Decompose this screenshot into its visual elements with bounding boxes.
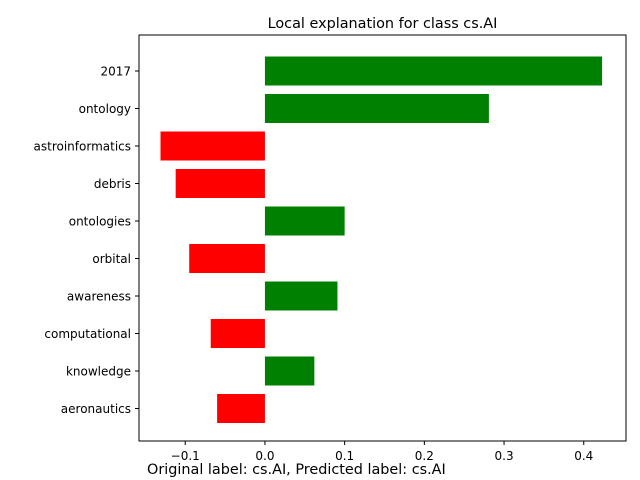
y-tick-label: aeronautics <box>61 402 131 416</box>
x-tick-label: 0.0 <box>255 449 274 463</box>
plot-frame <box>138 34 627 442</box>
bars-group <box>160 56 603 423</box>
bar-aeronautics <box>217 394 265 423</box>
y-tick-label: ontologies <box>69 215 131 229</box>
bar-ontologies <box>264 206 345 236</box>
y-tick-label: astroinformatics <box>34 140 131 154</box>
bar-awareness <box>264 281 338 311</box>
bar-ontology <box>264 94 489 123</box>
y-tick-label: awareness <box>67 290 131 304</box>
y-axis-ticks: 2017 ontology astroinformatics debris ontolo… <box>34 65 139 416</box>
chart-title: Local explanation for class cs.AI <box>268 16 498 32</box>
bar-computational <box>210 319 265 348</box>
x-axis-ticks: −0.1 0.0 0.1 0.2 0.3 0.4 <box>171 441 593 463</box>
y-tick-label: orbital <box>92 252 131 266</box>
bar-knowledge <box>264 356 315 386</box>
x-tick-label: 0.2 <box>415 449 434 463</box>
x-tick-label: 0.1 <box>335 449 354 463</box>
y-tick-label: computational <box>44 327 131 341</box>
x-tick-label: −0.1 <box>171 449 200 463</box>
y-tick-label: ontology <box>79 102 131 116</box>
x-tick-label: 0.4 <box>574 449 593 463</box>
bar-debris <box>175 169 265 198</box>
bar-2017 <box>264 56 603 86</box>
footer-label: Original label: cs.AI, Predicted label: … <box>147 462 446 478</box>
y-tick-label: knowledge <box>66 365 131 379</box>
y-tick-label: debris <box>94 177 131 191</box>
bar-astroinformatics <box>160 131 265 161</box>
y-tick-label: 2017 <box>100 65 131 79</box>
x-tick-label: 0.3 <box>495 449 514 463</box>
bar-orbital <box>189 244 265 273</box>
